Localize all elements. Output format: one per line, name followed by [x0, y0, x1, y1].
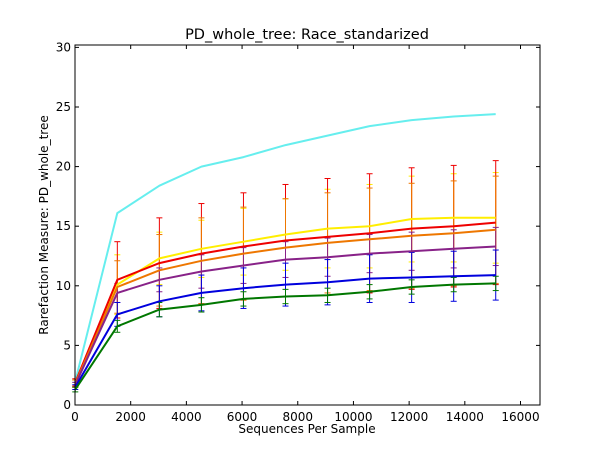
series-line-5 [74, 274, 496, 388]
chart-title: PD_whole_tree: Race_standarized [185, 27, 429, 43]
series-layer [72, 113, 499, 393]
x-axis-label: Sequences Per Sample [238, 422, 375, 436]
x-tick-label: 16000 [501, 410, 539, 424]
x-tick-label: 2000 [115, 410, 146, 424]
y-tick-label: 30 [56, 40, 71, 54]
x-tick-label: 14000 [446, 410, 484, 424]
series-line-0 [74, 113, 496, 382]
x-tick-label: 4000 [171, 410, 202, 424]
y-tick-label: 5 [63, 338, 71, 352]
series-line-1 [74, 216, 496, 384]
series-line-4 [74, 245, 496, 386]
series-6 [72, 275, 499, 393]
series-line-6 [74, 282, 496, 391]
x-tick-label: 10000 [334, 410, 372, 424]
y-tick-label: 10 [56, 279, 71, 293]
y-tick-label: 25 [56, 100, 71, 114]
y-tick-label: 0 [63, 398, 71, 412]
x-tick-label: 0 [71, 410, 79, 424]
series-line-3 [74, 228, 496, 384]
tick-layer: 0 2000 4000 6000 8000 10000 12000 14000 16000 0 5 1… [56, 40, 540, 424]
y-tick-label: 20 [56, 160, 71, 174]
x-tick-label: 6000 [227, 410, 258, 424]
series-line-2 [74, 221, 496, 383]
y-tick-label: 15 [56, 219, 71, 233]
y-axis-label: Rarefaction Measure: PD_whole_tree [37, 115, 51, 334]
x-tick-label: 8000 [282, 410, 313, 424]
plot-frame [74, 44, 541, 406]
series-4 [72, 226, 499, 388]
x-tick-label: 12000 [390, 410, 428, 424]
